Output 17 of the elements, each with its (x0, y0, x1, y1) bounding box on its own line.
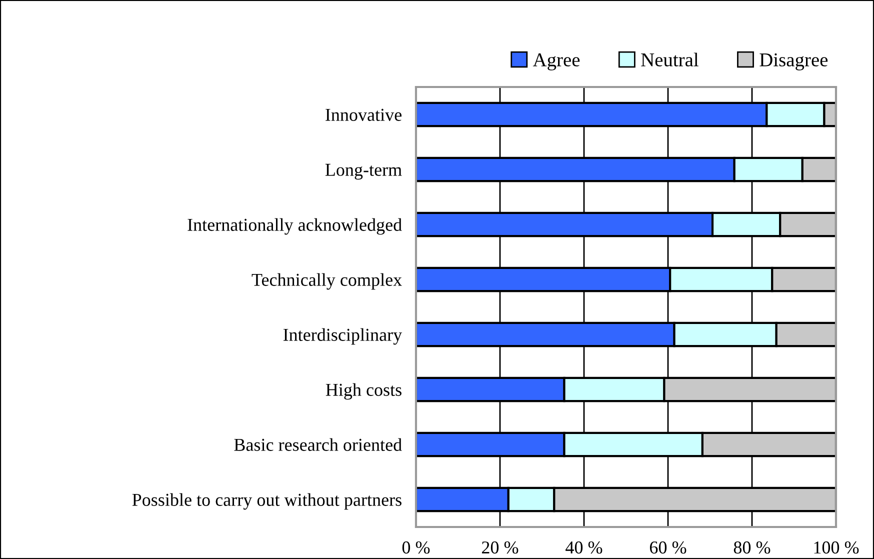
y-tick-label: High costs (326, 383, 402, 400)
x-tick-label: 20 % (482, 541, 518, 554)
x-tick-label: 100 % (814, 541, 859, 554)
legend-label: Disagree (760, 53, 828, 70)
y-tick-label: Interdisciplinary (283, 328, 402, 345)
x-tick-label: 60 % (650, 541, 686, 554)
legend-label: Neutral (641, 52, 698, 66)
x-tick-label: 0 % (402, 541, 430, 554)
x-tick-label: 80 % (734, 541, 770, 554)
y-tick-label: Basic research oriented (234, 438, 402, 451)
y-tick-label: Long-term (325, 164, 402, 180)
y-tick-label: Innovative (326, 108, 402, 121)
y-tick-label: Internationally acknowledged (188, 218, 402, 235)
y-tick-label: Technically complex (252, 273, 402, 290)
legend-label: Agree (532, 53, 580, 70)
x-tick-label: 40 % (566, 541, 602, 554)
y-tick-label: Possible to carry out without partners (132, 493, 402, 510)
